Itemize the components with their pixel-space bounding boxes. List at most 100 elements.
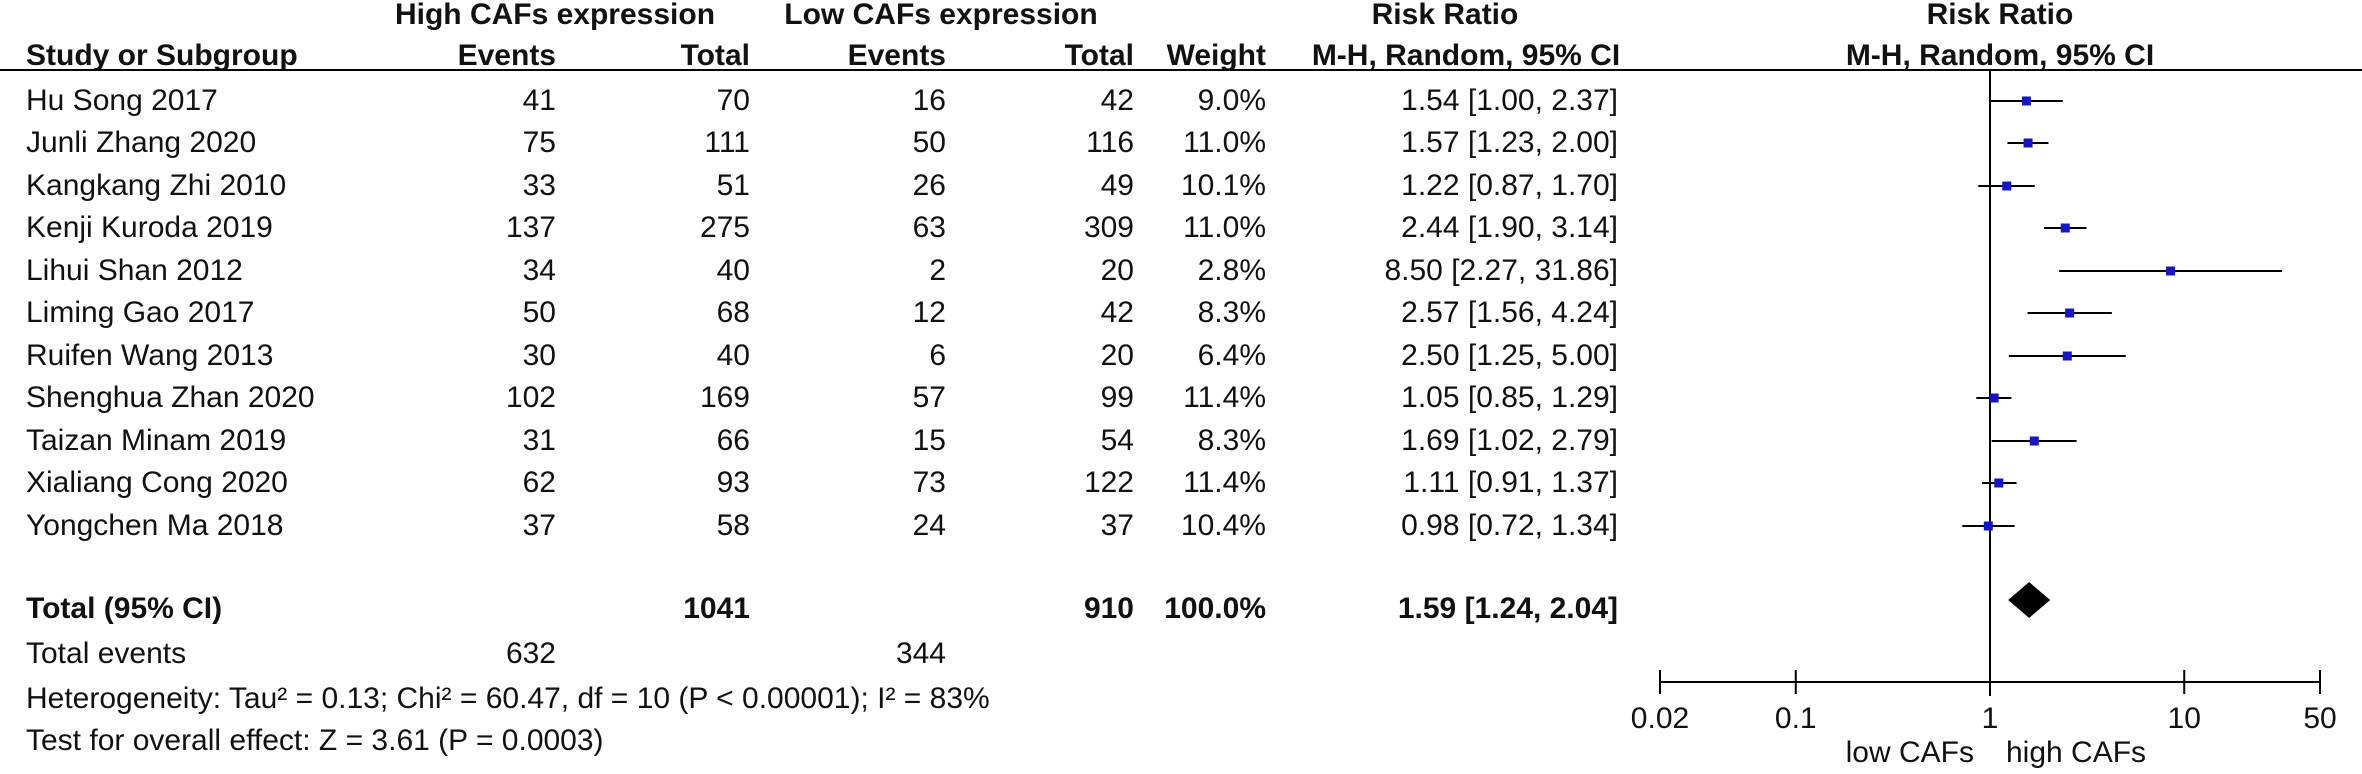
rr-title-header: Risk Ratio — [1371, 0, 1519, 31]
total-low: 20 — [1100, 339, 1134, 372]
weight: 8.3% — [1197, 424, 1266, 457]
plot-method-header: M-H, Random, 95% CI — [1845, 39, 2155, 72]
study-marker — [2002, 181, 2012, 191]
weight: 9.0% — [1197, 84, 1266, 117]
study-marker — [2060, 223, 2070, 233]
study-row: Xialiang Cong 2020 62 93 73 122 11.4% 1.… — [0, 466, 1640, 500]
events-low: 12 — [912, 296, 946, 329]
plot-title-header: Risk Ratio — [1926, 0, 2074, 31]
weight: 11.4% — [1183, 466, 1266, 499]
total-risk-ratio-ci: 1.59 [1.24, 2.04] — [1397, 592, 1618, 625]
weight: 11.0% — [1183, 211, 1266, 244]
events-low: 6 — [929, 339, 946, 372]
study-name: Xialiang Cong 2020 — [26, 466, 288, 499]
weight: 11.0% — [1183, 126, 1266, 159]
study-name: Taizan Minam 2019 — [26, 424, 287, 457]
events-high: 50 — [522, 296, 556, 329]
total-low: 54 — [1100, 424, 1134, 457]
study-name: Liming Gao 2017 — [26, 296, 255, 329]
events-low: 15 — [912, 424, 946, 457]
group-low-header: Low CAFs expression — [784, 0, 1098, 31]
total-low: 99 — [1100, 381, 1134, 414]
study-row: Ruifen Wang 2013 30 40 6 20 6.4% 2.50 [1… — [0, 339, 1640, 373]
study-name: Hu Song 2017 — [26, 84, 218, 117]
total-high: 93 — [716, 466, 750, 499]
tick-label: 1 — [1982, 702, 1999, 735]
study-marker — [1989, 393, 1999, 403]
study-name: Junli Zhang 2020 — [26, 126, 257, 159]
events-high-header: Events — [457, 39, 556, 72]
total-low: 20 — [1100, 254, 1134, 287]
total-high: 68 — [716, 296, 750, 329]
total-events-row: Total events 632 344 — [0, 637, 1640, 671]
risk-ratio-ci: 1.11 [0.91, 1.37] — [1403, 466, 1618, 499]
events-low: 2 — [929, 254, 946, 287]
total-low: 309 — [1083, 211, 1134, 244]
overall-effect-text: Test for overall effect: Z = 3.61 (P = 0… — [26, 724, 604, 757]
favours-left-label: low CAFs — [1846, 736, 1974, 769]
total-low: 37 — [1100, 509, 1134, 542]
tick-label: 0.02 — [1631, 702, 1689, 735]
risk-ratio-ci: 1.22 [0.87, 1.70] — [1401, 169, 1618, 202]
total-row: Total (95% CI) 1041 910 100.0% 1.59 [1.2… — [0, 592, 1640, 626]
study-marker — [2021, 96, 2031, 106]
total-low: 42 — [1100, 84, 1134, 117]
events-low: 24 — [912, 509, 946, 542]
pooled-diamond — [2008, 582, 2051, 618]
total-high: 40 — [716, 254, 750, 287]
events-high: 102 — [505, 381, 556, 414]
risk-ratio-ci: 1.05 [0.85, 1.29] — [1401, 381, 1618, 414]
weight: 8.3% — [1197, 296, 1266, 329]
study-name: Yongchen Ma 2018 — [26, 509, 284, 542]
risk-ratio-ci: 2.50 [1.25, 5.00] — [1401, 339, 1618, 372]
study-name: Shenghua Zhan 2020 — [26, 381, 315, 414]
study-row: Taizan Minam 2019 31 66 15 54 8.3% 1.69 … — [0, 424, 1640, 458]
study-row: Kenji Kuroda 2019 137 275 63 309 11.0% 2… — [0, 211, 1640, 245]
study-row: Junli Zhang 2020 75 111 50 116 11.0% 1.5… — [0, 126, 1640, 160]
rr-method-header: M-H, Random, 95% CI — [1311, 39, 1621, 72]
study-marker — [2166, 266, 2176, 276]
events-high: 31 — [522, 424, 556, 457]
events-high: 30 — [522, 339, 556, 372]
total-label: Total (95% CI) — [26, 592, 223, 625]
risk-ratio-ci: 1.69 [1.02, 2.79] — [1401, 424, 1618, 457]
tick-label: 0.1 — [1775, 702, 1817, 735]
tick-label: 10 — [2168, 702, 2201, 735]
total-high: 51 — [716, 169, 750, 202]
risk-ratio-ci: 1.57 [1.23, 2.00] — [1401, 126, 1618, 159]
total-high-count: 1041 — [683, 592, 750, 625]
study-row: Lihui Shan 2012 34 40 2 20 2.8% 8.50 [2.… — [0, 254, 1640, 288]
study-row: Shenghua Zhan 2020 102 169 57 99 11.4% 1… — [0, 381, 1640, 415]
risk-ratio-ci: 0.98 [0.72, 1.34] — [1401, 509, 1618, 542]
study-row: Liming Gao 2017 50 68 12 42 8.3% 2.57 [1… — [0, 296, 1640, 330]
weight: 2.8% — [1197, 254, 1266, 287]
study-name: Ruifen Wang 2013 — [26, 339, 274, 372]
total-high: 58 — [716, 509, 750, 542]
total-weight: 100.0% — [1164, 592, 1266, 625]
study-name: Kenji Kuroda 2019 — [26, 211, 273, 244]
study-marker — [2023, 138, 2033, 148]
risk-ratio-ci: 1.54 [1.00, 2.37] — [1401, 84, 1618, 117]
risk-ratio-ci: 2.44 [1.90, 3.14] — [1401, 211, 1618, 244]
total-events-label: Total events — [26, 637, 187, 670]
favours-right-label: high CAFs — [2006, 736, 2146, 769]
weight: 10.4% — [1180, 509, 1266, 542]
events-high: 137 — [505, 211, 556, 244]
weight: 11.4% — [1183, 381, 1266, 414]
total-high: 70 — [716, 84, 750, 117]
total-low: 116 — [1086, 126, 1134, 159]
total-high: 111 — [704, 126, 750, 159]
total-low-count: 910 — [1083, 592, 1134, 625]
events-low: 16 — [912, 84, 946, 117]
total-low-header: Total — [1064, 39, 1134, 72]
total-events-low: 344 — [895, 637, 946, 670]
risk-ratio-ci: 8.50 [2.27, 31.86] — [1384, 254, 1618, 287]
total-low: 122 — [1083, 466, 1134, 499]
study-row: Yongchen Ma 2018 37 58 24 37 10.4% 0.98 … — [0, 509, 1640, 543]
total-low: 42 — [1100, 296, 1134, 329]
risk-ratio-ci: 2.57 [1.56, 4.24] — [1401, 296, 1618, 329]
events-low: 57 — [912, 381, 946, 414]
total-events-high: 632 — [505, 637, 556, 670]
total-low: 49 — [1100, 169, 1134, 202]
